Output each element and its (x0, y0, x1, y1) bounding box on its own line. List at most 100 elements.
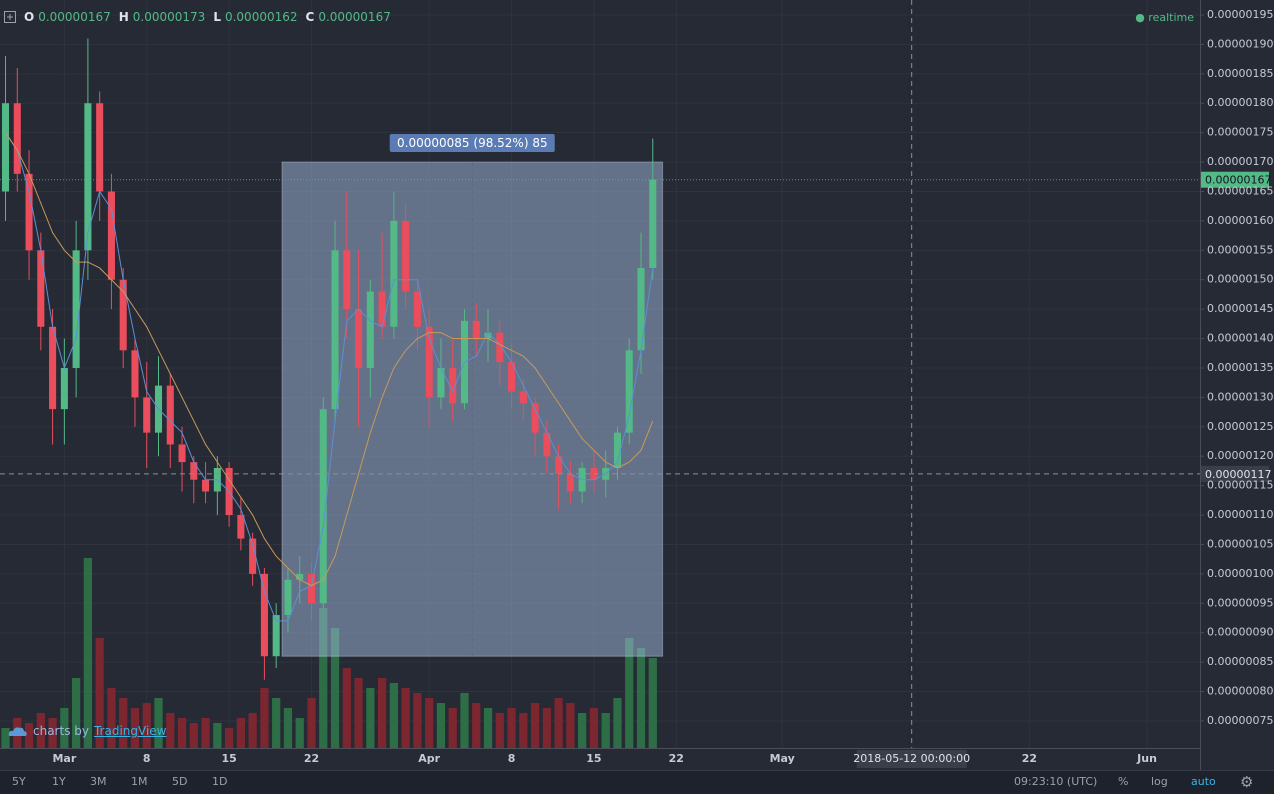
measure-label: 0.00000085 (98.52%) 85 (390, 134, 555, 153)
candle-body (319, 409, 327, 604)
x-tick-label: 15 (586, 752, 601, 765)
x-tick-label: 8 (508, 752, 516, 765)
volume-bar (166, 713, 175, 748)
volume-bar (366, 688, 375, 748)
legend-key: H (118, 10, 129, 24)
watermark-brand[interactable]: TradingView (93, 724, 167, 738)
volume-bar (60, 708, 69, 748)
candle-body (307, 573, 316, 604)
x-tick-label: 22 (1022, 752, 1037, 765)
range-button[interactable]: 5D (172, 775, 188, 788)
candle-body (543, 432, 551, 457)
cloud-icon (8, 727, 27, 736)
crosshair-y-label: 0.00000117 (1205, 468, 1271, 481)
candle-body (84, 103, 92, 251)
ohlc-legend: O 0.00000167 H 0.00000173 L 0.00000162 C 0.0000… (4, 10, 391, 24)
candle-body (237, 515, 245, 539)
volume-bar (260, 688, 269, 748)
x-tick-label: May (770, 752, 795, 765)
status-text: realtime (1148, 11, 1194, 24)
range-button[interactable]: 1Y (52, 775, 66, 788)
volume-bar (189, 723, 198, 748)
status: ● realtime (1135, 11, 1194, 24)
legend-toggle[interactable] (4, 11, 16, 23)
candle-body (272, 615, 280, 657)
volume-bar (472, 703, 481, 748)
volume-bar (236, 718, 246, 748)
volume-bar (425, 698, 434, 748)
y-tick-label: 0.00000155 (1207, 243, 1273, 256)
candle-body (260, 573, 268, 657)
legend-key: O (24, 10, 35, 24)
y-tick-label: 0.00000175 (1207, 126, 1273, 139)
volume-bar (272, 698, 281, 748)
candle-body (284, 579, 292, 616)
y-tick-label: 0.00000130 (1207, 390, 1273, 403)
settings-icon[interactable]: ⚙ (1240, 773, 1254, 791)
volume-bar (177, 718, 187, 748)
volume-bar (142, 703, 151, 748)
legend-key: C (305, 10, 315, 24)
candle-body (496, 332, 504, 363)
range-button[interactable]: 1M (131, 775, 148, 788)
volume-bar (307, 698, 316, 748)
candle-body (484, 332, 492, 339)
range-button[interactable]: 5Y (12, 775, 26, 788)
crosshair-x-label: 2018-05-12 00:00:00 (853, 752, 970, 765)
volume-bar (507, 708, 516, 748)
y-tick-label: 0.00000150 (1207, 273, 1273, 286)
y-tick-label: 0.00000145 (1207, 302, 1273, 315)
volume-bar (377, 678, 387, 748)
volume-bar (389, 683, 398, 748)
candle-body (131, 350, 139, 398)
candle-body (355, 309, 363, 368)
volume-bar (483, 708, 493, 748)
y-tick-label: 0.00000100 (1207, 567, 1273, 580)
option-button[interactable]: auto (1191, 775, 1216, 788)
candle-body (625, 350, 633, 433)
y-tick-label: 0.00000105 (1207, 537, 1273, 550)
range-button[interactable]: 3M (90, 775, 107, 788)
volume-bar (554, 698, 563, 748)
volume-bar (519, 713, 528, 748)
x-tick-label: 22 (669, 752, 684, 765)
y-tick-label: 0.00000095 (1207, 596, 1273, 609)
candle-body (472, 320, 480, 339)
crosshair-y-badge (1201, 465, 1269, 482)
candle-body (390, 220, 398, 327)
volume-bar (1, 728, 10, 748)
volume-bar (248, 713, 257, 748)
candle-body (378, 291, 386, 327)
y-tick-label: 0.00000090 (1207, 626, 1273, 639)
volume-bar (130, 708, 140, 748)
moving-averages (5, 132, 654, 622)
y-tick-label: 0.00000115 (1207, 479, 1273, 492)
volume-bar (542, 708, 551, 748)
candle-body (437, 367, 445, 398)
candle-body (331, 250, 339, 410)
y-tick-label: 0.00000165 (1207, 184, 1273, 197)
range-button[interactable]: 1D (212, 775, 228, 788)
option-button[interactable]: log (1151, 775, 1168, 788)
candle-body (49, 326, 57, 410)
moving-average (5, 132, 654, 622)
y-tick-label: 0.00000195 (1207, 8, 1273, 21)
x-tick-label: 22 (304, 752, 319, 765)
volume-bar (72, 678, 81, 748)
candle-body (296, 573, 304, 580)
watermark[interactable]: charts by TradingView (8, 724, 167, 738)
candle-body (566, 473, 574, 492)
candle-body (425, 326, 433, 398)
candle-body (531, 403, 539, 433)
candle-body (402, 220, 410, 292)
y-tick-label: 0.00000085 (1207, 655, 1273, 668)
watermark-prefix: charts by (33, 724, 89, 738)
candle-body (60, 367, 68, 410)
y-tick-label: 0.00000185 (1207, 67, 1273, 80)
option-button[interactable]: % (1118, 775, 1129, 788)
candle-body (72, 250, 80, 368)
volume-bar (342, 668, 351, 748)
y-tick-label: 0.00000140 (1207, 332, 1273, 345)
